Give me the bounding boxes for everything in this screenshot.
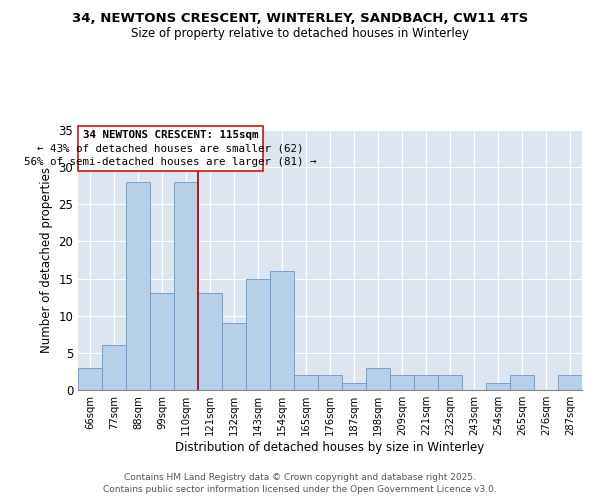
Bar — [366, 368, 390, 390]
Text: ← 43% of detached houses are smaller (62): ← 43% of detached houses are smaller (62… — [37, 144, 304, 154]
Bar — [78, 368, 102, 390]
FancyBboxPatch shape — [79, 126, 263, 171]
Text: 34, NEWTONS CRESCENT, WINTERLEY, SANDBACH, CW11 4TS: 34, NEWTONS CRESCENT, WINTERLEY, SANDBAC… — [72, 12, 528, 26]
Text: 34 NEWTONS CRESCENT: 115sqm: 34 NEWTONS CRESCENT: 115sqm — [83, 130, 259, 140]
Bar — [414, 375, 438, 390]
Bar — [318, 375, 342, 390]
Bar — [246, 278, 270, 390]
Bar — [342, 382, 366, 390]
Bar — [390, 375, 414, 390]
Y-axis label: Number of detached properties: Number of detached properties — [40, 167, 53, 353]
Text: Contains public sector information licensed under the Open Government Licence v3: Contains public sector information licen… — [103, 485, 497, 494]
Bar — [486, 382, 510, 390]
Bar — [270, 271, 294, 390]
Text: Size of property relative to detached houses in Winterley: Size of property relative to detached ho… — [131, 28, 469, 40]
Bar — [126, 182, 150, 390]
Text: 56% of semi-detached houses are larger (81) →: 56% of semi-detached houses are larger (… — [25, 156, 317, 166]
Bar — [510, 375, 534, 390]
Bar — [102, 346, 126, 390]
Bar — [294, 375, 318, 390]
Bar — [438, 375, 462, 390]
Bar — [222, 323, 246, 390]
Bar — [558, 375, 582, 390]
X-axis label: Distribution of detached houses by size in Winterley: Distribution of detached houses by size … — [175, 441, 485, 454]
Bar — [198, 294, 222, 390]
Text: Contains HM Land Registry data © Crown copyright and database right 2025.: Contains HM Land Registry data © Crown c… — [124, 472, 476, 482]
Bar — [150, 294, 174, 390]
Bar — [174, 182, 198, 390]
